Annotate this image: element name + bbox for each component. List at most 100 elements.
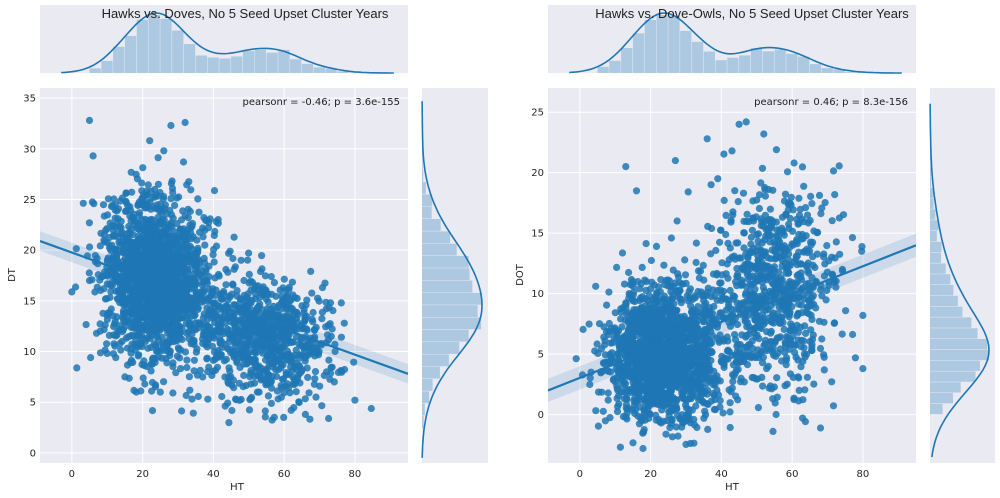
left-data-point bbox=[143, 319, 151, 327]
left-top-hist-bar bbox=[231, 56, 243, 73]
right-data-point bbox=[759, 382, 767, 390]
right-data-point bbox=[594, 388, 603, 396]
right-data-point bbox=[630, 371, 638, 379]
right-data-point bbox=[652, 411, 660, 419]
right-data-point bbox=[604, 389, 612, 397]
right-data-point bbox=[633, 396, 641, 404]
left-data-point bbox=[159, 317, 167, 325]
right-data-point bbox=[678, 280, 687, 288]
right-data-point bbox=[620, 338, 628, 347]
left-data-point bbox=[228, 290, 236, 298]
left-data-point bbox=[123, 230, 131, 238]
right-data-point bbox=[831, 191, 839, 199]
left-data-point bbox=[197, 271, 205, 279]
left-data-point bbox=[261, 272, 269, 280]
left-data-point bbox=[179, 314, 187, 322]
left-data-point bbox=[215, 272, 223, 280]
left-data-point bbox=[114, 295, 122, 303]
left-data-point bbox=[181, 118, 189, 127]
right-data-point bbox=[818, 204, 826, 212]
left-right-hist-bar bbox=[422, 354, 449, 367]
right-data-point bbox=[641, 412, 649, 420]
right-data-point bbox=[732, 392, 740, 400]
right-data-point bbox=[681, 256, 689, 264]
right-data-point bbox=[710, 405, 719, 414]
right-data-point bbox=[662, 430, 670, 438]
right-data-point bbox=[678, 366, 686, 374]
left-data-point bbox=[156, 200, 164, 208]
left-data-point bbox=[184, 268, 192, 276]
left-data-point bbox=[295, 362, 303, 370]
right-data-point bbox=[645, 373, 653, 381]
right-data-point bbox=[787, 193, 795, 201]
right-data-point bbox=[649, 393, 657, 401]
left-right-hist-bar bbox=[422, 157, 423, 170]
right-data-point bbox=[599, 407, 607, 415]
left-data-point bbox=[199, 233, 207, 241]
right-data-point bbox=[672, 307, 680, 316]
right-data-point bbox=[748, 291, 756, 299]
right-data-point bbox=[803, 245, 811, 253]
right-data-point bbox=[638, 373, 646, 381]
left-data-point bbox=[311, 368, 320, 376]
right-data-point bbox=[674, 270, 682, 278]
left-chart-title: Hawks vs. Doves, No 5 Seed Upset Cluster… bbox=[102, 6, 389, 21]
right-data-point bbox=[637, 304, 646, 312]
right-data-point bbox=[689, 321, 697, 329]
left-data-point bbox=[138, 343, 146, 351]
right-data-point bbox=[790, 394, 798, 402]
right-data-point bbox=[632, 342, 640, 350]
left-data-point bbox=[262, 366, 270, 374]
left-top-hist-bar bbox=[207, 57, 219, 73]
left-data-point bbox=[178, 407, 186, 415]
right-data-point bbox=[634, 328, 643, 336]
right-data-point bbox=[618, 323, 626, 331]
right-data-point bbox=[717, 226, 725, 234]
left-data-point bbox=[188, 395, 196, 403]
left-data-point bbox=[85, 269, 93, 277]
right-data-point bbox=[675, 384, 683, 392]
left-data-point bbox=[318, 315, 326, 323]
left-top-hist-bar bbox=[337, 71, 349, 73]
right-data-point bbox=[769, 427, 777, 435]
left-regression-line bbox=[40, 240, 408, 375]
left-data-point bbox=[100, 236, 108, 244]
right-data-point bbox=[671, 318, 680, 326]
right-data-point bbox=[755, 293, 763, 301]
left-data-point bbox=[246, 356, 254, 364]
left-data-point bbox=[109, 226, 117, 234]
left-data-point bbox=[189, 409, 197, 417]
left-data-point bbox=[255, 371, 264, 379]
left-data-point bbox=[164, 221, 172, 229]
left-data-point bbox=[301, 395, 309, 403]
left-data-point bbox=[321, 279, 329, 287]
left-data-point bbox=[183, 181, 191, 189]
left-data-point bbox=[148, 407, 157, 415]
right-data-point bbox=[820, 318, 828, 326]
right-data-point bbox=[586, 374, 594, 382]
left-data-point bbox=[303, 325, 311, 333]
right-data-point bbox=[722, 306, 731, 314]
right-data-point bbox=[614, 403, 622, 411]
left-data-point bbox=[253, 388, 261, 396]
left-data-point bbox=[141, 249, 149, 257]
left-data-point bbox=[121, 278, 129, 286]
left-data-point bbox=[114, 277, 122, 285]
right-data-point bbox=[776, 333, 785, 341]
left-data-point bbox=[280, 375, 288, 383]
right-data-point bbox=[624, 387, 632, 395]
right-data-point bbox=[782, 354, 791, 362]
left-data-point bbox=[276, 332, 284, 340]
left-data-point bbox=[325, 303, 333, 312]
left-top-kde-curve bbox=[61, 12, 394, 74]
left-data-point bbox=[212, 242, 221, 250]
right-data-point bbox=[748, 226, 757, 234]
right-data-point bbox=[667, 313, 675, 321]
right-data-point bbox=[751, 354, 760, 362]
right-data-point bbox=[586, 380, 594, 389]
right-data-point bbox=[707, 181, 715, 189]
right-data-point bbox=[627, 332, 635, 340]
left-data-point bbox=[96, 327, 104, 335]
left-data-point bbox=[143, 202, 152, 210]
